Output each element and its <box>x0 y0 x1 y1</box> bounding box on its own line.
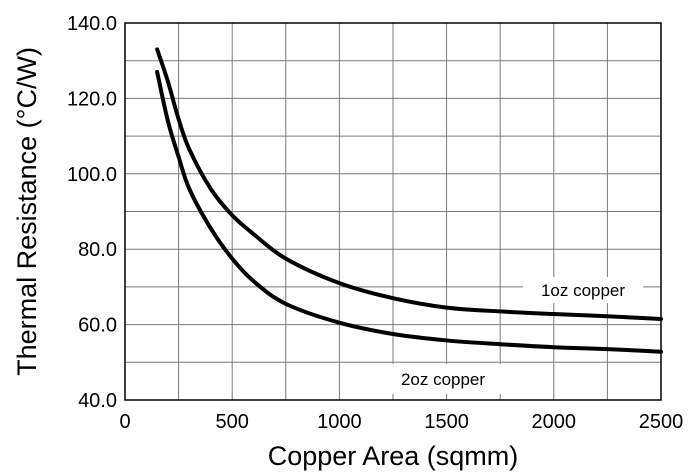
y-tick-label-100: 100.0 <box>67 164 117 186</box>
curve-label-bg-1 <box>380 364 506 394</box>
x-axis-title: Copper Area (sqmm) <box>268 441 519 471</box>
curve-labels: 1oz copper 2oz copper <box>401 281 625 389</box>
x-tick-label-500: 500 <box>216 411 249 433</box>
grid <box>125 23 661 400</box>
x-tick-label-2000: 2000 <box>532 411 577 433</box>
plot-frame <box>124 22 662 401</box>
series-line-1oz-copper <box>155 47 663 321</box>
curve-label-backgrounds <box>380 277 643 394</box>
x-tick-label-0: 0 <box>119 411 130 433</box>
y-tick-label-80: 80.0 <box>78 239 117 261</box>
x-tick-label-1000: 1000 <box>317 411 362 433</box>
y-tick-label-120: 120.0 <box>67 88 117 110</box>
x-tick-label-1500: 1500 <box>424 411 469 433</box>
curve-label-2oz-copper: 2oz copper <box>401 370 485 389</box>
curve-label-bg-0 <box>523 277 643 303</box>
y-tick-label-60: 60.0 <box>78 315 117 337</box>
y-tick-label-140: 140.0 <box>67 13 117 35</box>
y-axis-title: Thermal Resistance (°C/W) <box>12 47 42 376</box>
x-tick-label-2500: 2500 <box>639 411 684 433</box>
x-tick-labels: 0 500 1000 1500 2000 2500 <box>119 411 683 433</box>
series-lines <box>155 47 663 354</box>
curve-label-1oz-copper: 1oz copper <box>541 281 625 300</box>
y-tick-labels: 40.0 60.0 80.0 100.0 120.0 140.0 <box>67 13 117 412</box>
series-line-2oz-copper <box>155 70 663 354</box>
y-tick-label-40: 40.0 <box>78 390 117 412</box>
